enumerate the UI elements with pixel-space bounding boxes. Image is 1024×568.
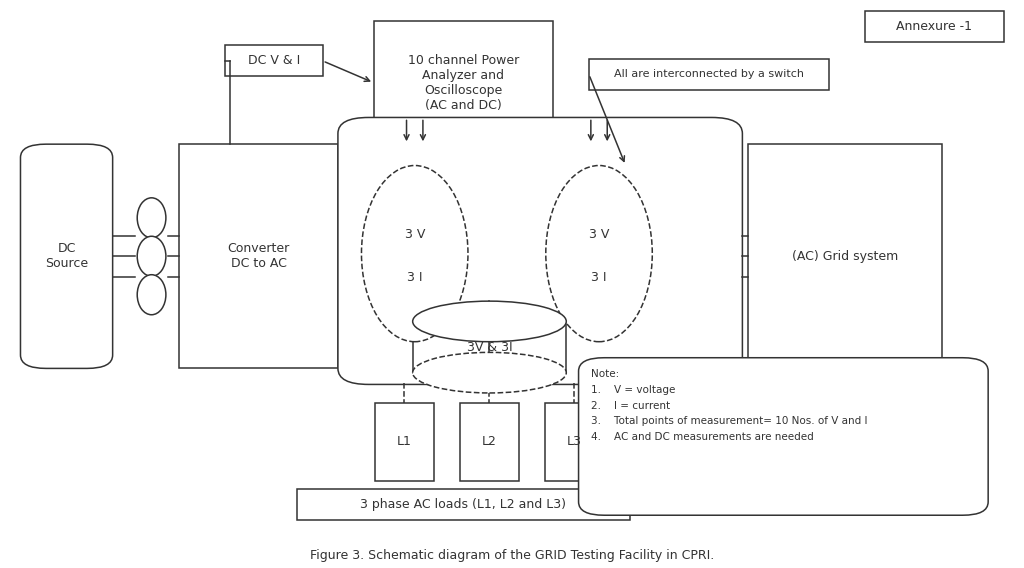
Bar: [179, 144, 338, 369]
Text: 3 V: 3 V: [589, 228, 609, 241]
Text: (AC) Grid system: (AC) Grid system: [792, 250, 898, 263]
Text: L2: L2: [482, 435, 497, 448]
Ellipse shape: [546, 165, 652, 342]
Bar: [460, 403, 519, 481]
FancyBboxPatch shape: [338, 118, 742, 385]
Text: Annexure -1: Annexure -1: [896, 20, 973, 33]
Text: L1: L1: [397, 435, 412, 448]
Text: 3 I: 3 I: [591, 271, 607, 284]
Ellipse shape: [137, 236, 166, 276]
FancyBboxPatch shape: [579, 358, 988, 515]
Text: Converter
DC to AC: Converter DC to AC: [227, 243, 290, 270]
Ellipse shape: [137, 275, 166, 315]
Bar: [589, 59, 829, 90]
Text: L3: L3: [567, 435, 582, 448]
Text: 3 V: 3 V: [404, 228, 425, 241]
Bar: [413, 321, 566, 373]
Bar: [748, 144, 942, 369]
Bar: [865, 11, 1004, 41]
Text: DC V & I: DC V & I: [248, 55, 300, 68]
Ellipse shape: [137, 198, 166, 238]
Ellipse shape: [413, 352, 566, 393]
Bar: [374, 22, 553, 144]
Text: 10 channel Power
Analyzer and
Oscilloscope
(AC and DC): 10 channel Power Analyzer and Oscillosco…: [408, 54, 519, 112]
Ellipse shape: [413, 301, 566, 342]
Text: DC
Source: DC Source: [45, 243, 88, 270]
Bar: [545, 403, 604, 481]
Bar: [225, 45, 323, 76]
Bar: [297, 488, 630, 520]
Text: All are interconnected by a switch: All are interconnected by a switch: [614, 69, 804, 79]
FancyBboxPatch shape: [20, 144, 113, 369]
Text: 3V & 3I: 3V & 3I: [467, 341, 512, 353]
Bar: [375, 403, 434, 481]
Text: 3 I: 3 I: [407, 271, 423, 284]
Ellipse shape: [361, 165, 468, 342]
Text: Note:
1.    V = voltage
2.    I = current
3.    Total points of measurement= 10 : Note: 1. V = voltage 2. I = current 3. T…: [591, 369, 867, 442]
Text: 3 phase AC loads (L1, L2 and L3): 3 phase AC loads (L1, L2 and L3): [360, 498, 566, 511]
Text: Figure 3. Schematic diagram of the GRID Testing Facility in CPRI.: Figure 3. Schematic diagram of the GRID …: [310, 549, 714, 562]
